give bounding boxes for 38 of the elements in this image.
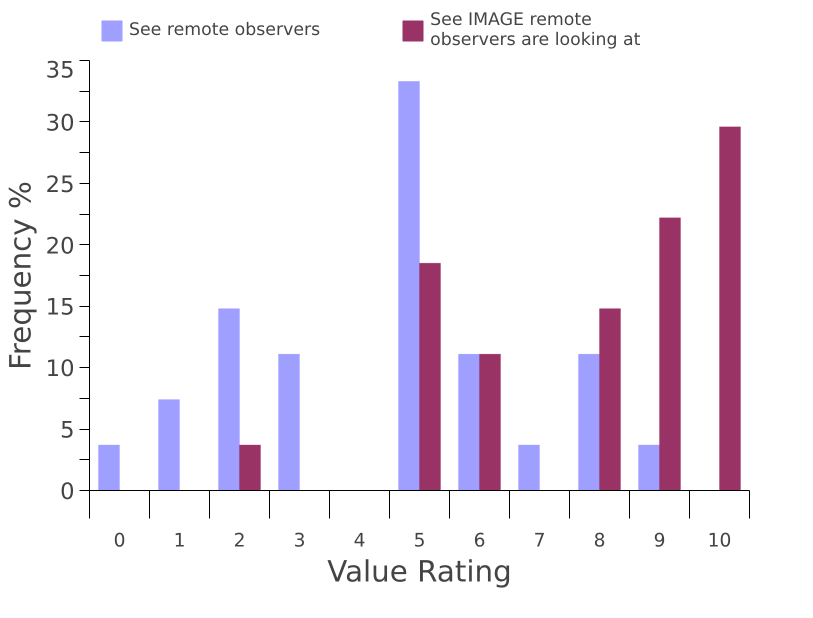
legend-label: See IMAGE remote observers are looking at (430, 10, 640, 50)
y-tick-label: 10 (46, 356, 75, 382)
x-tick-label: 9 (654, 530, 666, 552)
y-tick-label: 5 (60, 418, 75, 444)
bar (719, 126, 741, 490)
bar (98, 444, 120, 490)
x-tick-label: 0 (114, 530, 126, 552)
bar (158, 399, 180, 490)
bar (398, 81, 420, 490)
x-tick-label: 1 (174, 530, 186, 552)
bar (638, 444, 660, 490)
bar (239, 444, 261, 490)
x-tick-label: 6 (474, 530, 486, 552)
legend-label: See remote observers (129, 20, 320, 40)
y-axis-title: Frequency % (4, 181, 38, 370)
x-tick-label: 5 (414, 530, 426, 552)
y-tick-label: 25 (46, 172, 75, 198)
bar (458, 354, 480, 490)
bar (518, 444, 540, 490)
bar (479, 354, 501, 490)
x-tick-label: 10 (708, 530, 732, 552)
bar (278, 354, 300, 490)
x-tick-label: 3 (294, 530, 306, 552)
x-tick-label: 7 (534, 530, 546, 552)
y-tick-label: 30 (46, 110, 75, 136)
y-tick-label: 15 (46, 294, 75, 321)
y-tick-label: 20 (46, 233, 75, 260)
x-axis-title: Value Rating (327, 554, 512, 588)
x-tick-label: 8 (594, 530, 606, 552)
bar (419, 262, 441, 490)
y-tick-label: 35 (46, 58, 75, 84)
y-tick-label: 0 (60, 479, 75, 505)
bar (578, 354, 600, 490)
x-tick-label: 4 (354, 530, 366, 552)
bar (218, 308, 240, 490)
bar (659, 217, 681, 490)
x-tick-label: 2 (234, 530, 246, 552)
bar (599, 308, 621, 490)
